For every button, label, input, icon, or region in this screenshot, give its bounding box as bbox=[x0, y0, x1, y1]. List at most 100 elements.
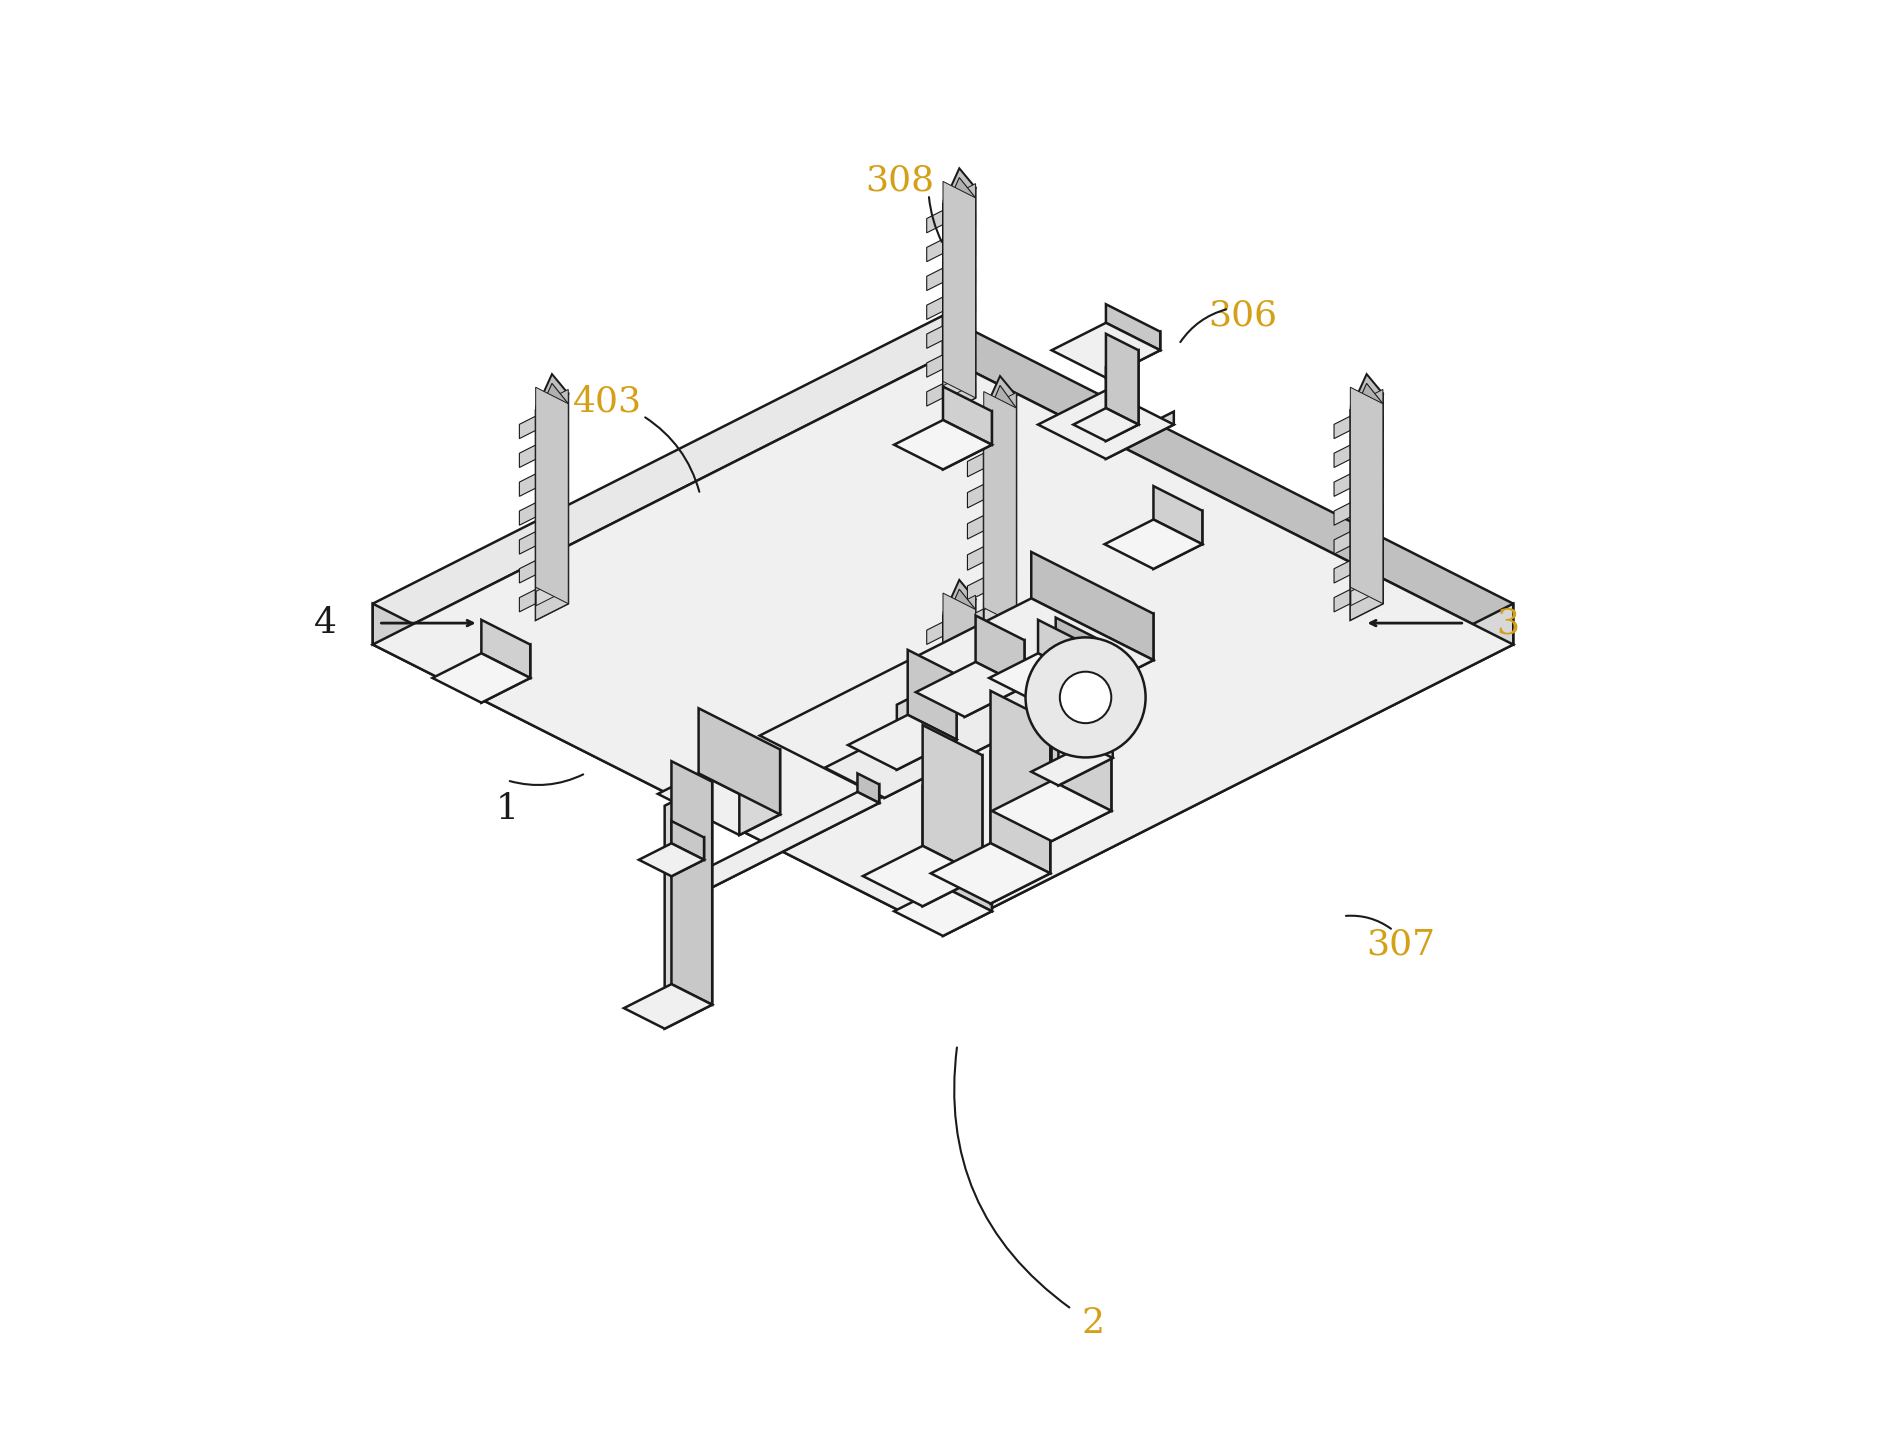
Polygon shape bbox=[1032, 551, 1154, 660]
Text: 307: 307 bbox=[1365, 928, 1435, 962]
Polygon shape bbox=[624, 984, 713, 1028]
Polygon shape bbox=[1350, 561, 1382, 591]
Polygon shape bbox=[885, 647, 1115, 798]
Polygon shape bbox=[943, 241, 975, 272]
Polygon shape bbox=[1350, 475, 1382, 505]
Polygon shape bbox=[943, 326, 975, 357]
Polygon shape bbox=[664, 782, 713, 1028]
Polygon shape bbox=[926, 729, 960, 760]
Polygon shape bbox=[1058, 702, 1113, 786]
Polygon shape bbox=[943, 593, 975, 809]
Polygon shape bbox=[1105, 411, 1173, 458]
Polygon shape bbox=[536, 394, 568, 620]
Text: 306: 306 bbox=[1209, 299, 1277, 332]
Polygon shape bbox=[883, 614, 1154, 798]
Polygon shape bbox=[1032, 689, 1113, 730]
Polygon shape bbox=[926, 700, 960, 732]
Polygon shape bbox=[943, 766, 975, 798]
Polygon shape bbox=[943, 178, 975, 215]
Text: 2: 2 bbox=[1081, 1306, 1105, 1340]
Polygon shape bbox=[760, 599, 1154, 798]
Polygon shape bbox=[922, 755, 983, 906]
Polygon shape bbox=[1350, 390, 1382, 420]
Polygon shape bbox=[943, 737, 975, 769]
Polygon shape bbox=[519, 465, 553, 497]
Polygon shape bbox=[968, 475, 1000, 508]
Polygon shape bbox=[926, 788, 960, 818]
Text: 308: 308 bbox=[866, 163, 935, 198]
Polygon shape bbox=[1052, 322, 1160, 378]
Polygon shape bbox=[943, 315, 1513, 644]
Polygon shape bbox=[984, 485, 1017, 517]
Polygon shape bbox=[519, 524, 553, 554]
Polygon shape bbox=[984, 377, 1017, 412]
Polygon shape bbox=[990, 690, 1051, 874]
Polygon shape bbox=[519, 437, 553, 467]
Polygon shape bbox=[943, 604, 1513, 932]
Polygon shape bbox=[926, 347, 960, 377]
Polygon shape bbox=[917, 662, 1024, 717]
Polygon shape bbox=[481, 644, 530, 703]
Polygon shape bbox=[1037, 620, 1086, 677]
Polygon shape bbox=[1105, 304, 1160, 351]
Polygon shape bbox=[1105, 351, 1139, 441]
Polygon shape bbox=[922, 725, 983, 876]
Polygon shape bbox=[1154, 485, 1203, 544]
Circle shape bbox=[1026, 637, 1145, 758]
Polygon shape bbox=[943, 600, 975, 826]
Polygon shape bbox=[1105, 332, 1160, 378]
Polygon shape bbox=[943, 384, 975, 414]
Polygon shape bbox=[943, 624, 975, 654]
Polygon shape bbox=[373, 357, 1513, 932]
Polygon shape bbox=[1037, 391, 1173, 458]
Polygon shape bbox=[943, 853, 992, 911]
Polygon shape bbox=[926, 202, 960, 233]
Polygon shape bbox=[536, 533, 568, 563]
Polygon shape bbox=[536, 374, 568, 410]
Text: 1: 1 bbox=[496, 792, 519, 826]
Polygon shape bbox=[858, 773, 879, 803]
Polygon shape bbox=[1052, 660, 1111, 811]
Polygon shape bbox=[943, 188, 975, 414]
Polygon shape bbox=[968, 507, 1000, 538]
Polygon shape bbox=[1333, 581, 1367, 611]
Polygon shape bbox=[703, 785, 879, 892]
Polygon shape bbox=[992, 780, 1111, 841]
Polygon shape bbox=[1105, 334, 1139, 424]
Polygon shape bbox=[990, 720, 1051, 904]
Polygon shape bbox=[943, 709, 975, 740]
Polygon shape bbox=[1052, 690, 1111, 841]
Polygon shape bbox=[926, 318, 960, 348]
Polygon shape bbox=[671, 762, 713, 1005]
Polygon shape bbox=[926, 259, 960, 291]
Polygon shape bbox=[1350, 533, 1382, 563]
Polygon shape bbox=[943, 212, 975, 243]
Polygon shape bbox=[681, 792, 879, 892]
Polygon shape bbox=[519, 553, 553, 583]
Polygon shape bbox=[984, 392, 1017, 424]
Polygon shape bbox=[849, 715, 956, 770]
Polygon shape bbox=[1154, 511, 1203, 569]
Polygon shape bbox=[943, 169, 975, 205]
Polygon shape bbox=[536, 590, 568, 620]
Polygon shape bbox=[536, 387, 568, 604]
Polygon shape bbox=[943, 596, 975, 626]
Polygon shape bbox=[1350, 590, 1382, 620]
Polygon shape bbox=[943, 653, 975, 683]
Polygon shape bbox=[373, 604, 943, 932]
Polygon shape bbox=[943, 878, 992, 937]
Polygon shape bbox=[988, 653, 1086, 703]
Polygon shape bbox=[739, 749, 781, 835]
Polygon shape bbox=[926, 289, 960, 319]
Polygon shape bbox=[519, 581, 553, 611]
Polygon shape bbox=[898, 674, 956, 770]
Polygon shape bbox=[926, 758, 960, 789]
Polygon shape bbox=[1056, 617, 1115, 682]
Text: 3: 3 bbox=[1496, 606, 1518, 640]
Polygon shape bbox=[943, 580, 975, 616]
Polygon shape bbox=[984, 391, 1017, 624]
Polygon shape bbox=[658, 773, 781, 835]
Polygon shape bbox=[671, 838, 703, 876]
Polygon shape bbox=[639, 843, 703, 876]
Polygon shape bbox=[943, 387, 992, 445]
